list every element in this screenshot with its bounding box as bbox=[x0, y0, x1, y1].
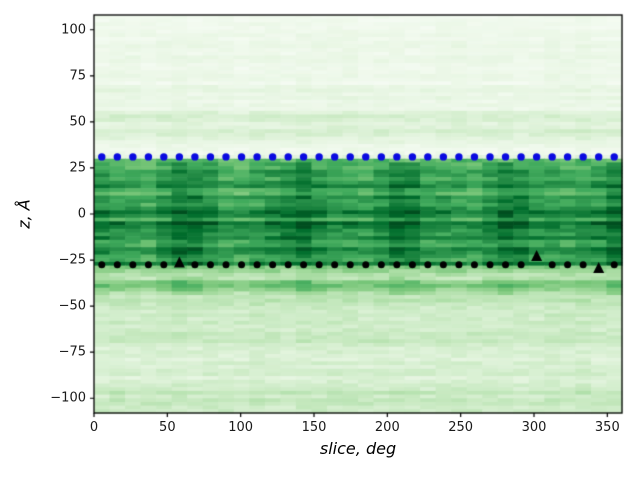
y-tick-label: 25 bbox=[69, 160, 86, 176]
x-tick-label: 250 bbox=[448, 420, 474, 435]
x-tick-label: 350 bbox=[594, 420, 620, 435]
y-tick-label: 50 bbox=[69, 114, 86, 130]
y-tick-label: −25 bbox=[58, 252, 86, 268]
y-tick-label: 75 bbox=[69, 68, 86, 84]
y-tick-label: 100 bbox=[61, 22, 86, 38]
x-tick-label: 0 bbox=[89, 420, 99, 435]
y-tick-label: 0 bbox=[77, 206, 86, 222]
y-axis-label: z, Å bbox=[14, 199, 34, 229]
x-tick-label: 150 bbox=[301, 420, 327, 435]
x-tick-label: 50 bbox=[159, 420, 176, 435]
x-tick-label: 200 bbox=[374, 420, 400, 435]
x-axis-label: slice, deg bbox=[319, 439, 397, 458]
x-tick-label: 100 bbox=[228, 420, 254, 435]
y-tick-label: −75 bbox=[58, 344, 86, 360]
x-tick-label: 300 bbox=[521, 420, 547, 435]
y-tick-label: −100 bbox=[50, 390, 86, 406]
y-tick-label: −50 bbox=[58, 298, 86, 314]
